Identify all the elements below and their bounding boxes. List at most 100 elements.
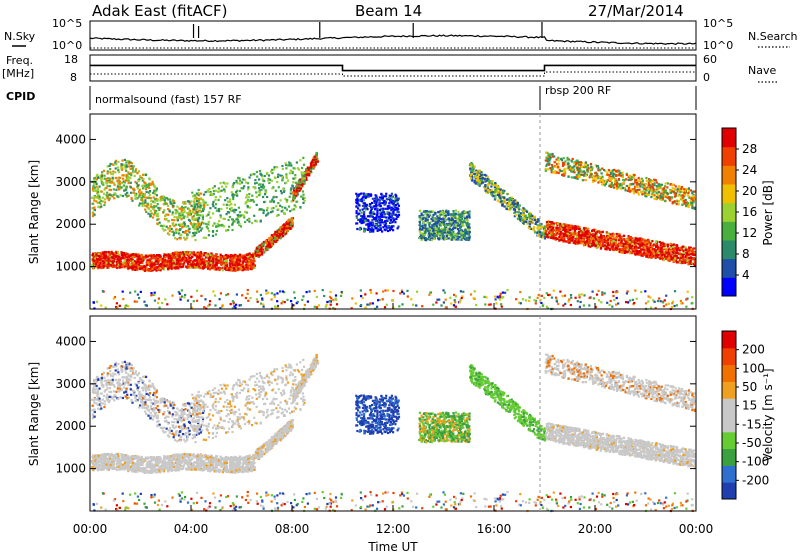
echo-cell bbox=[245, 260, 247, 262]
echo-cell bbox=[454, 227, 456, 229]
echo-cell bbox=[134, 195, 136, 197]
echo-cell bbox=[237, 177, 239, 179]
echo-cell bbox=[287, 180, 289, 182]
echo-cell bbox=[223, 204, 225, 206]
echo-cell bbox=[470, 162, 472, 164]
echo-cell bbox=[191, 192, 193, 194]
echo-cell bbox=[440, 212, 442, 214]
echo-cell bbox=[388, 217, 390, 219]
echo-cell bbox=[480, 179, 482, 181]
echo-cell bbox=[181, 263, 183, 265]
echo-cell bbox=[200, 229, 202, 231]
echo-cell bbox=[395, 195, 397, 197]
echo-cell bbox=[292, 192, 294, 194]
echo-cell bbox=[265, 190, 267, 192]
echo-cell bbox=[281, 206, 283, 208]
echo-cell bbox=[267, 179, 269, 181]
echo-cell bbox=[485, 180, 487, 182]
echo-cell bbox=[281, 192, 283, 194]
echo-cell bbox=[244, 179, 246, 181]
echo-cell bbox=[317, 161, 319, 163]
echo-cell bbox=[220, 224, 222, 226]
echo-cell bbox=[244, 221, 246, 223]
echo-cell bbox=[203, 194, 205, 196]
echo-cell bbox=[129, 255, 131, 257]
echo-cell bbox=[107, 181, 109, 183]
echo-cell bbox=[461, 238, 463, 240]
echo-cell bbox=[112, 171, 114, 173]
echo-cell bbox=[384, 213, 386, 215]
echo-cell bbox=[449, 213, 451, 215]
echo-cell bbox=[381, 230, 383, 232]
echo-cell bbox=[121, 186, 123, 188]
echo-cell bbox=[106, 267, 108, 269]
echo-cell bbox=[153, 190, 155, 192]
echo-cell bbox=[259, 208, 261, 210]
echo-cell bbox=[370, 210, 372, 212]
echo-cell bbox=[141, 203, 143, 205]
echo-cell bbox=[510, 198, 512, 200]
echo-cell bbox=[313, 164, 315, 166]
echo-cell bbox=[194, 206, 196, 208]
echo-cell bbox=[106, 197, 108, 199]
echo-cell bbox=[105, 262, 107, 264]
echo-cell bbox=[502, 203, 504, 205]
echo-cell bbox=[464, 211, 466, 213]
echo-cell bbox=[453, 238, 455, 240]
echo-cell bbox=[196, 211, 198, 213]
echo-cell bbox=[292, 171, 294, 173]
echo-cell bbox=[363, 213, 365, 215]
echo-cell bbox=[149, 178, 151, 180]
echo-cell bbox=[126, 264, 128, 266]
echo-cell bbox=[433, 225, 435, 227]
echo-cell bbox=[234, 209, 236, 211]
echo-cell bbox=[494, 195, 496, 197]
echo-cell bbox=[124, 260, 126, 262]
echo-cell bbox=[515, 214, 517, 216]
echo-cell bbox=[438, 233, 440, 235]
echo-cell bbox=[218, 190, 220, 192]
echo-cell bbox=[164, 203, 166, 205]
echo-cell bbox=[105, 180, 107, 182]
echo-cell bbox=[258, 254, 260, 256]
echo-cell bbox=[398, 214, 400, 216]
echo-cell bbox=[155, 189, 157, 191]
echo-cell bbox=[147, 269, 149, 271]
echo-cell bbox=[173, 219, 175, 221]
echo-cell bbox=[293, 167, 295, 169]
echo-cell bbox=[369, 231, 371, 233]
echo-cell bbox=[252, 263, 254, 265]
echo-cell bbox=[436, 225, 438, 227]
echo-cell bbox=[233, 268, 235, 270]
echo-cell bbox=[264, 193, 266, 195]
echo-cell bbox=[227, 211, 229, 213]
echo-cell bbox=[494, 182, 496, 184]
echo-cell bbox=[422, 220, 424, 222]
echo-cell bbox=[279, 227, 281, 229]
echo-cell bbox=[155, 205, 157, 207]
echo-cell bbox=[239, 254, 241, 256]
echo-cell bbox=[298, 179, 300, 181]
echo-cell bbox=[194, 266, 196, 268]
echo-cell bbox=[243, 214, 245, 216]
echo-cell bbox=[265, 240, 267, 242]
echo-cell bbox=[299, 159, 301, 161]
echo-cell bbox=[365, 196, 367, 198]
echo-cell bbox=[206, 226, 208, 228]
echo-cell bbox=[128, 182, 130, 184]
echo-cell bbox=[221, 190, 223, 192]
echo-cell bbox=[143, 257, 145, 259]
echo-cell bbox=[452, 210, 454, 212]
echo-cell bbox=[310, 169, 312, 171]
echo-cell bbox=[465, 219, 467, 221]
echo-cell bbox=[428, 232, 430, 234]
echo-cell bbox=[275, 190, 277, 192]
echo-cell bbox=[429, 228, 431, 230]
echo-cell bbox=[391, 193, 393, 195]
echo-cell bbox=[157, 199, 159, 201]
freq-tick-right-top: 60 bbox=[703, 53, 717, 66]
echo-cell bbox=[519, 219, 521, 221]
echo-cell bbox=[182, 266, 184, 268]
echo-cell bbox=[468, 223, 470, 225]
echo-cell bbox=[99, 198, 101, 200]
